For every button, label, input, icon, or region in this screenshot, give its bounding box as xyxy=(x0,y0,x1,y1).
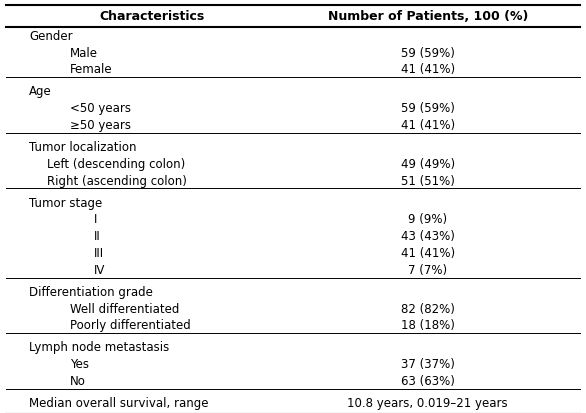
Text: 7 (7%): 7 (7%) xyxy=(408,263,447,276)
Text: 51 (51%): 51 (51%) xyxy=(401,174,455,187)
Text: ≥50 years: ≥50 years xyxy=(70,119,131,132)
Text: III: III xyxy=(94,247,104,259)
Text: Tumor stage: Tumor stage xyxy=(29,196,103,209)
Text: Median overall survival, range: Median overall survival, range xyxy=(29,396,209,409)
Text: Yes: Yes xyxy=(70,357,89,370)
Text: Differentiation grade: Differentiation grade xyxy=(29,285,153,298)
Text: I: I xyxy=(94,213,97,226)
Text: 10.8 years, 0.019–21 years: 10.8 years, 0.019–21 years xyxy=(347,396,508,409)
Text: 49 (49%): 49 (49%) xyxy=(401,157,455,171)
Text: 18 (18%): 18 (18%) xyxy=(401,318,455,332)
Text: Well differentiated: Well differentiated xyxy=(70,302,180,315)
Text: IV: IV xyxy=(94,263,105,276)
Text: Male: Male xyxy=(70,47,98,59)
Text: 37 (37%): 37 (37%) xyxy=(401,357,455,370)
Text: Gender: Gender xyxy=(29,30,73,43)
Text: 41 (41%): 41 (41%) xyxy=(401,63,455,76)
Text: Poorly differentiated: Poorly differentiated xyxy=(70,318,191,332)
Text: Female: Female xyxy=(70,63,113,76)
Text: Tumor localization: Tumor localization xyxy=(29,141,137,154)
Text: 63 (63%): 63 (63%) xyxy=(401,374,455,387)
Text: Left (descending colon): Left (descending colon) xyxy=(47,157,185,171)
Text: Lymph node metastasis: Lymph node metastasis xyxy=(29,341,169,354)
Text: Characteristics: Characteristics xyxy=(100,10,205,24)
Text: 9 (9%): 9 (9%) xyxy=(408,213,447,226)
Text: Right (ascending colon): Right (ascending colon) xyxy=(47,174,187,187)
Text: No: No xyxy=(70,374,86,387)
Text: 82 (82%): 82 (82%) xyxy=(401,302,455,315)
Text: Number of Patients, 100 (%): Number of Patients, 100 (%) xyxy=(328,10,528,24)
Text: 59 (59%): 59 (59%) xyxy=(401,102,455,115)
Text: 43 (43%): 43 (43%) xyxy=(401,230,455,243)
Text: Age: Age xyxy=(29,85,52,98)
Text: II: II xyxy=(94,230,101,243)
Text: 59 (59%): 59 (59%) xyxy=(401,47,455,59)
Text: 41 (41%): 41 (41%) xyxy=(401,119,455,132)
Text: 41 (41%): 41 (41%) xyxy=(401,247,455,259)
Text: <50 years: <50 years xyxy=(70,102,131,115)
